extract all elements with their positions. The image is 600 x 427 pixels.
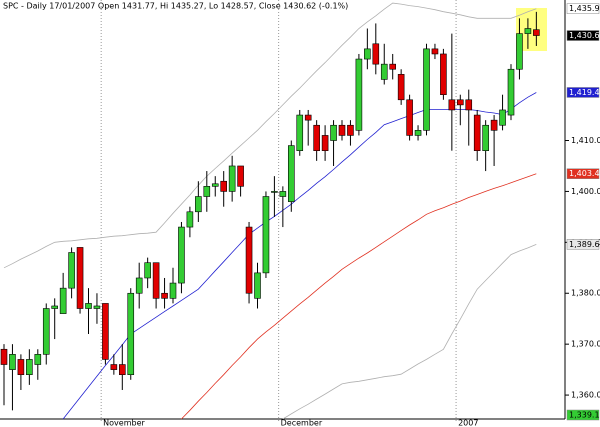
price-label: 1,435.9 [569, 4, 600, 13]
x-tick-label: November [103, 419, 145, 427]
candle-body [245, 226, 253, 294]
candle-body [237, 165, 244, 187]
candle-body [169, 282, 177, 299]
price-label: 1,403.48 [569, 169, 600, 178]
price-label-box [566, 87, 600, 98]
candle-body [51, 305, 59, 309]
candle-body [110, 364, 118, 370]
candle-body [144, 262, 151, 279]
candle-body [42, 308, 50, 355]
candle-body [178, 226, 185, 284]
candle-body [76, 247, 84, 309]
candle-body [220, 180, 227, 192]
price-label: 1,389.6 [569, 240, 600, 249]
candle-body [414, 130, 422, 136]
candle-body [397, 74, 405, 101]
chart-title: SPC - Daily 17/01/2007 Open 1431.77, Hi … [3, 2, 348, 11]
candle-body [279, 191, 287, 197]
candle-body [380, 63, 388, 80]
candle-body [490, 119, 498, 131]
candle-body [516, 33, 523, 70]
candle-body [127, 292, 135, 376]
candle-body [0, 348, 8, 365]
candle-body [533, 29, 540, 36]
candle-body [313, 124, 320, 151]
candle-body [119, 364, 126, 376]
candle-body [195, 196, 202, 213]
candle-body [499, 109, 506, 126]
candle-body [473, 114, 481, 151]
candle-body [431, 48, 439, 55]
overlay-line [62, 92, 537, 420]
candle-body [330, 124, 337, 141]
price-label-box [566, 30, 600, 41]
x-tick-label: December [281, 419, 323, 427]
y-tick-label: 1,370.0 [571, 340, 600, 349]
candle-body [423, 48, 430, 131]
candle-body [406, 99, 413, 136]
candle-body [304, 114, 312, 121]
candle-body [102, 303, 109, 360]
candle-body [34, 354, 42, 365]
candle-body [296, 114, 304, 151]
candle-body [355, 58, 363, 131]
candle-body [271, 191, 278, 193]
candle-body [152, 262, 160, 299]
candle-body [254, 272, 261, 299]
candle-body [338, 124, 346, 136]
candle-body [465, 99, 473, 111]
candle-body [85, 303, 92, 309]
candle-body [364, 48, 371, 60]
price-label-box [566, 3, 600, 14]
candle-body [262, 196, 270, 274]
price-label-box [566, 168, 600, 179]
candle-body [135, 277, 143, 294]
price-label-box [566, 239, 600, 250]
candle-body [68, 252, 75, 289]
y-tick-label: 1,410.0 [571, 136, 600, 145]
candle-body [372, 43, 380, 65]
price-label: 1,339.1 [569, 411, 600, 420]
price-label-box [566, 409, 600, 421]
candle-body [524, 28, 532, 34]
candle-body [440, 53, 447, 95]
y-tick-label: 1,380.0 [571, 289, 600, 298]
candle-body [17, 359, 25, 376]
candle-body [507, 68, 515, 116]
x-tick-label: 2007 [458, 419, 478, 427]
overlay-line [282, 244, 537, 420]
candle-body [9, 354, 16, 370]
candle-body [93, 305, 101, 309]
price-label: 1,419.44 [569, 88, 600, 97]
candle-body [26, 359, 33, 376]
candle-body [287, 145, 295, 202]
price-label: 1,430.62 [569, 31, 600, 40]
candle-body [456, 99, 464, 106]
candle-body [203, 186, 211, 197]
candle-body [59, 287, 67, 314]
candle-body [321, 135, 329, 151]
candle-body [347, 124, 354, 136]
candle-body [228, 165, 236, 192]
candle-body [482, 124, 489, 151]
candle-body [186, 211, 194, 228]
overlay-line [3, 2, 537, 269]
overlay-line [181, 173, 537, 420]
candle-body [211, 183, 219, 187]
candle-body [161, 292, 168, 299]
y-tick-label: 1,400.0 [571, 187, 600, 196]
candle-body [389, 63, 397, 70]
y-tick-label: 1,360.0 [571, 391, 600, 400]
candle-body [448, 99, 456, 111]
